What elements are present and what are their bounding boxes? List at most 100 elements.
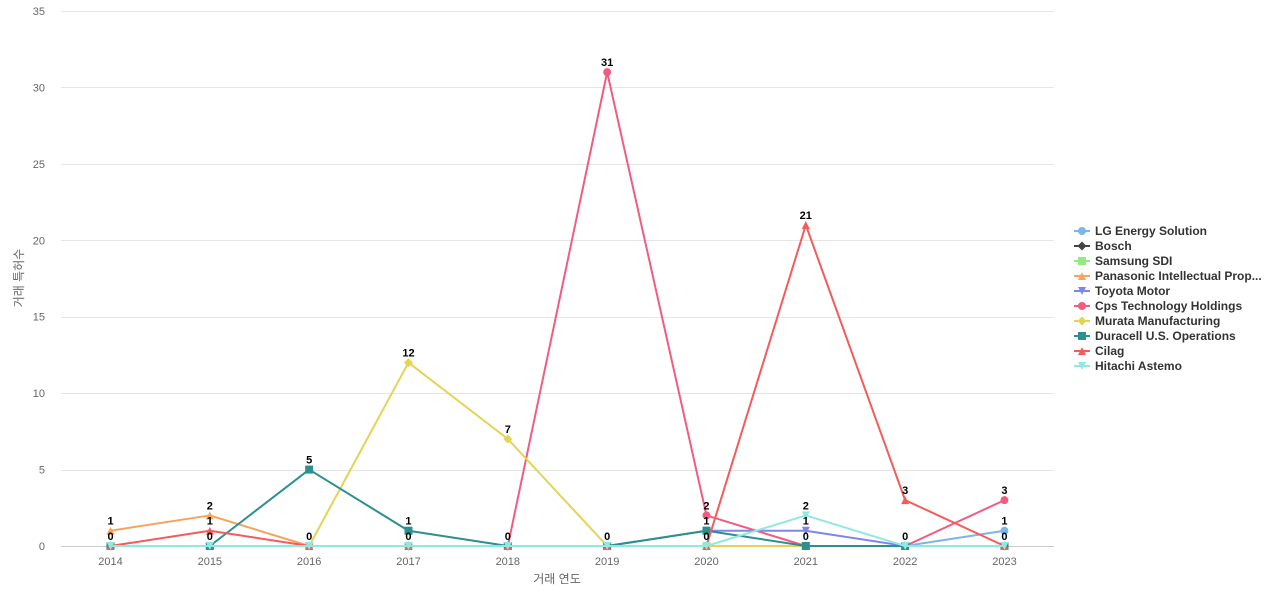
data-label: 7 [505,424,511,436]
legend-item[interactable]: Toyota Motor [1074,284,1170,298]
legend-marker [1078,227,1086,235]
data-label: 0 [107,531,113,543]
data-label: 1 [107,516,113,528]
data-point [404,542,413,550]
legend-marker [1078,302,1086,310]
series-hitachi-astemo[interactable] [106,511,1009,550]
x-tick-label: 2020 [694,556,718,568]
series-cps-technology-holdings[interactable] [106,68,1009,550]
data-point [1000,542,1009,550]
legend-marker [1077,316,1087,326]
y-tick-label: 35 [33,6,45,18]
data-point [603,542,612,550]
data-label: 21 [800,210,812,222]
data-point [403,358,413,368]
legend-item[interactable]: Bosch [1074,239,1132,253]
data-label: 2 [207,500,213,512]
legend-label: Duracell U.S. Operations [1095,329,1236,343]
legend-label: Samsung SDI [1095,254,1172,268]
legend-marker [1078,287,1086,295]
data-point [205,542,214,550]
data-label: 0 [703,531,709,543]
legend-label: Toyota Motor [1095,284,1170,298]
data-point [702,526,711,535]
x-tick-labels: 2014 2015 2016 2017 2018 2019 2020 2021 2022 2023 [98,556,1016,568]
data-point [205,526,214,535]
data-label: 2 [703,500,709,512]
legend-marker [1077,241,1087,251]
x-tick-label: 2019 [595,556,619,568]
legend-marker [1078,332,1086,340]
y-tick-label: 20 [33,235,45,247]
series-line [110,529,1005,547]
data-label: 0 [207,531,213,543]
series-duracell-u-s-operations[interactable] [106,465,1009,550]
data-label: 0 [902,531,908,543]
data-label: 31 [601,57,613,69]
x-axis-title: 거래 연도 [533,572,581,586]
legend-marker [1078,272,1086,280]
legend-item[interactable]: Cps Technology Holdings [1074,299,1242,313]
legend-marker [1078,347,1086,355]
legend-item[interactable]: Samsung SDI [1074,254,1172,268]
data-label: 3 [1001,485,1007,497]
data-label: 2 [803,500,809,512]
data-label: 1 [803,516,809,528]
legend-label: LG Energy Solution [1095,224,1207,238]
y-tick-label: 15 [33,312,45,324]
y-axis-title: 거래 특허수 [12,249,26,308]
legend-item[interactable]: Panasonic Intellectual Prop... [1074,269,1262,283]
x-tick-label: 2022 [893,556,917,568]
data-point [702,511,711,520]
legend-item[interactable]: Duracell U.S. Operations [1074,329,1236,343]
data-point [305,465,314,474]
legend-item[interactable]: LG Energy Solution [1074,224,1207,238]
data-label: 12 [402,348,414,360]
data-point [106,526,115,535]
legend-item[interactable]: Cilag [1074,344,1124,358]
data-label: 0 [604,531,610,543]
data-point [1000,526,1009,535]
legend-label: Cps Technology Holdings [1095,299,1242,313]
y-tick-label: 5 [39,465,45,477]
legend-item[interactable]: Hitachi Astemo [1074,359,1182,373]
data-label: 0 [1001,531,1007,543]
data-point [801,221,810,229]
legend-label: Cilag [1095,344,1124,358]
x-tick-label: 2014 [98,556,122,568]
data-point [1000,496,1009,505]
legend-label: Hitachi Astemo [1095,359,1182,373]
data-point [901,542,910,550]
legend-marker [1078,362,1086,370]
series-line [110,529,1005,547]
x-tick-label: 2023 [992,556,1016,568]
data-label: 0 [505,531,511,543]
data-point [205,511,214,520]
legend-marker [1078,257,1086,265]
y-tick-label: 25 [33,159,45,171]
data-point [702,542,711,550]
legend-label: Panasonic Intellectual Prop... [1095,269,1262,283]
data-point [106,542,115,550]
data-label: 5 [306,455,312,467]
series-line [110,224,1005,547]
legend-item[interactable]: Murata Manufacturing [1074,314,1220,328]
x-tick-label: 2016 [297,556,321,568]
series-lines [106,68,1009,551]
y-tick-label: 30 [33,82,45,94]
y-tick-label: 0 [39,541,45,553]
data-point [801,511,810,520]
series-cilag[interactable] [106,221,1009,550]
data-label: 0 [306,531,312,543]
series-line [110,71,1005,547]
x-tick-label: 2015 [198,556,222,568]
x-tick-label: 2018 [496,556,520,568]
x-tick-label: 2021 [794,556,818,568]
data-label: 0 [803,531,809,543]
data-point [901,496,910,505]
series-panasonic-intellectual-prop[interactable] [106,511,1009,550]
